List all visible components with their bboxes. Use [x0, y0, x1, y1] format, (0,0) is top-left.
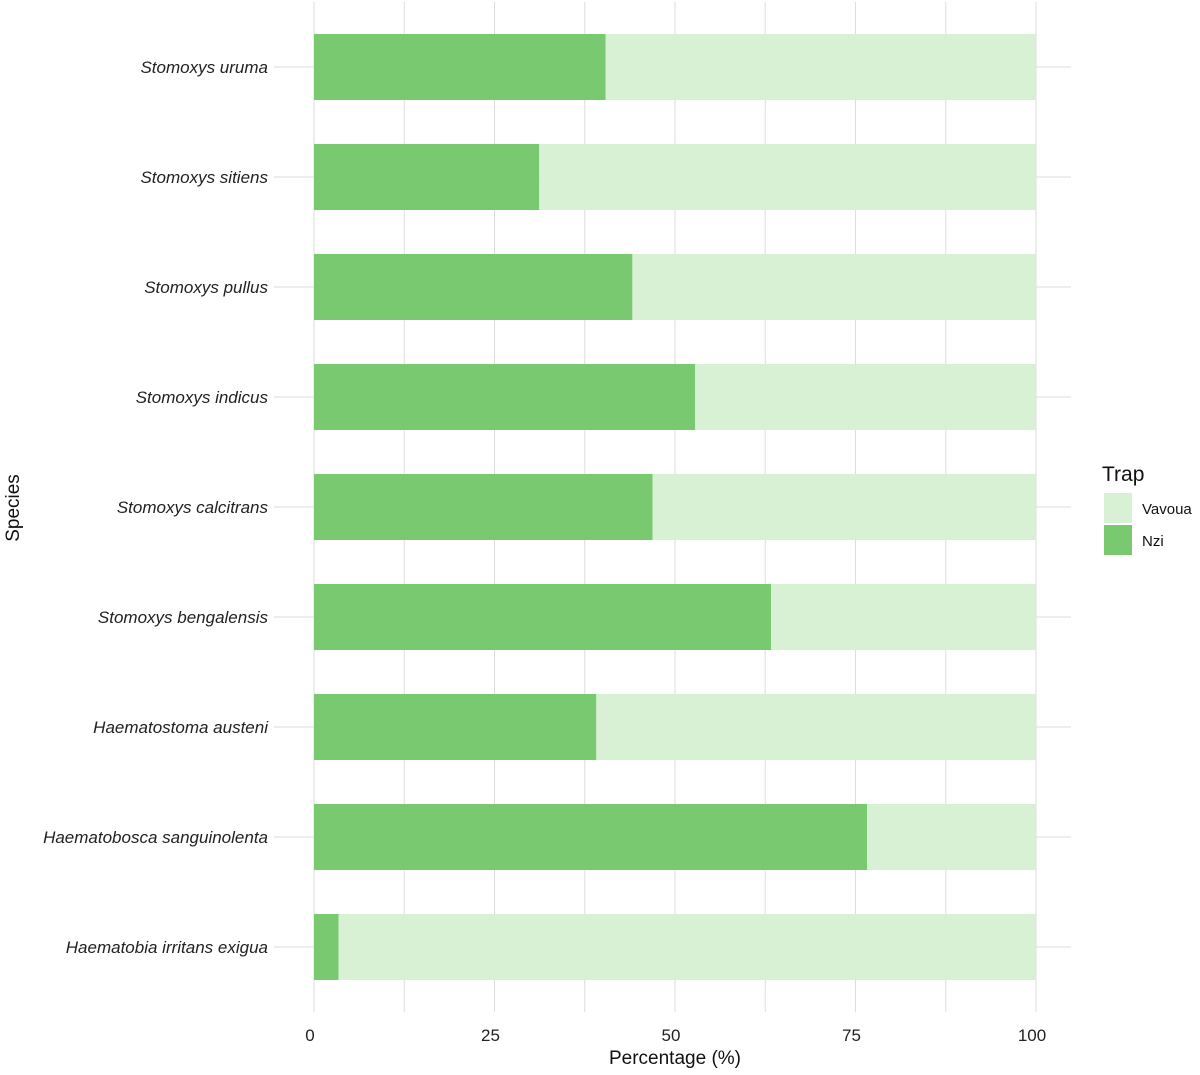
legend: Trap Vavoua Nzi: [1102, 463, 1192, 555]
y-tick-label: Haematostoma austeni: [93, 718, 269, 737]
axis-labels: Stomoxys uruma Stomoxys sitiens Stomoxys p…: [43, 58, 1046, 1045]
legend-label-nzi: Nzi: [1142, 533, 1164, 550]
bars: [314, 34, 1037, 980]
bar-vavoua-haematostoma-austeni: [596, 694, 1036, 760]
bar-nzi-stomoxys-indicus: [314, 364, 696, 430]
bar-nzi-stomoxys-bengalensis: [314, 584, 772, 650]
y-tick-label: Stomoxys uruma: [140, 58, 268, 77]
bar-nzi-haematobia-irritans-exigua: [314, 914, 339, 980]
bar-vavoua-stomoxys-indicus: [695, 364, 1036, 430]
bar-nzi-stomoxys-sitiens: [314, 144, 540, 210]
x-tick-label: 100: [1018, 1026, 1046, 1045]
y-axis-title: Species: [3, 474, 24, 542]
bar-vavoua-haematobosca-sanguinolenta: [867, 804, 1036, 870]
x-axis-title: Percentage (%): [609, 1048, 741, 1069]
y-tick-label: Stomoxys calcitrans: [117, 498, 269, 517]
y-tick-label: Stomoxys sitiens: [140, 168, 268, 187]
bar-vavoua-haematobia-irritans-exigua: [338, 914, 1037, 980]
legend-label-vavoua: Vavoua: [1142, 501, 1192, 518]
y-tick-label: Stomoxys pullus: [144, 278, 268, 297]
bar-vavoua-stomoxys-calcitrans: [652, 474, 1036, 540]
y-tick-label: Stomoxys indicus: [136, 388, 269, 407]
y-tick-label: Haematobosca sanguinolenta: [43, 828, 268, 847]
legend-key-vavoua: [1104, 493, 1132, 523]
legend-key-nzi: [1104, 525, 1132, 555]
x-tick-label: 25: [481, 1026, 500, 1045]
y-tick-label: Haematobia irritans exigua: [66, 938, 268, 957]
bar-nzi-stomoxys-pullus: [314, 254, 633, 320]
bar-vavoua-stomoxys-sitiens: [539, 144, 1036, 210]
x-tick-label: 75: [842, 1026, 861, 1045]
bar-vavoua-stomoxys-bengalensis: [771, 584, 1036, 650]
y-tick-label: Stomoxys bengalensis: [98, 608, 269, 627]
x-tick-label: 0: [305, 1026, 314, 1045]
x-tick-label: 50: [662, 1026, 681, 1045]
bar-vavoua-stomoxys-uruma: [605, 34, 1036, 100]
bar-nzi-stomoxys-uruma: [314, 34, 606, 100]
bar-nzi-haematobosca-sanguinolenta: [314, 804, 868, 870]
bar-vavoua-stomoxys-pullus: [632, 254, 1036, 320]
bar-nzi-stomoxys-calcitrans: [314, 474, 653, 540]
legend-title: Trap: [1102, 463, 1144, 486]
bar-nzi-haematostoma-austeni: [314, 694, 597, 760]
